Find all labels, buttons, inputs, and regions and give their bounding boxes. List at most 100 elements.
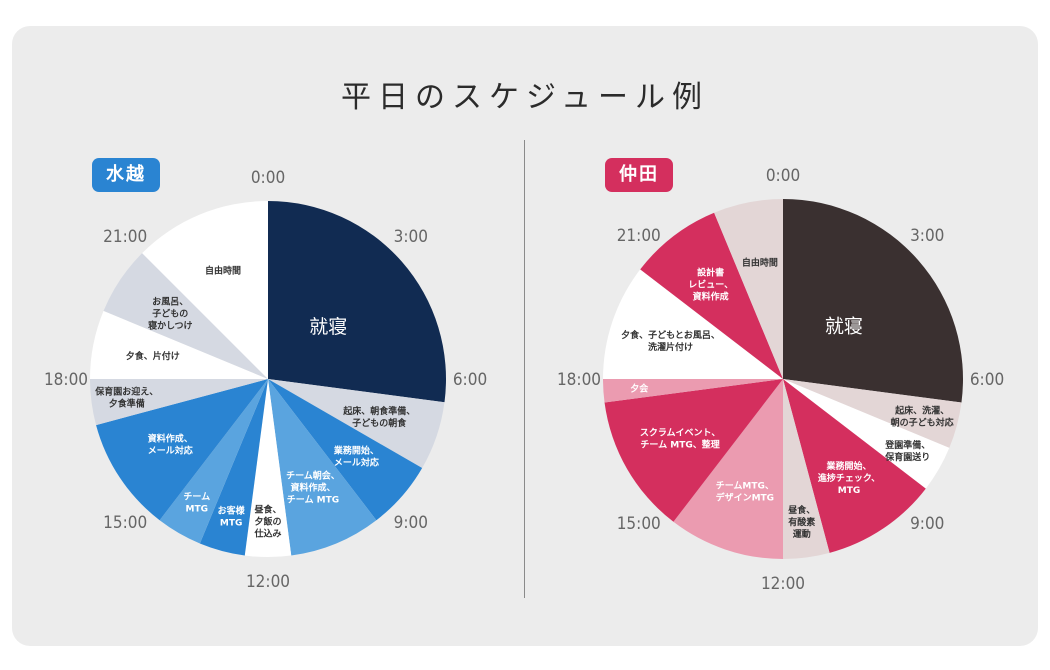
slice-label-nakata-0: 就寝	[825, 316, 863, 338]
clock-tick-mizukoshi-5: 15:00	[103, 513, 147, 533]
clock-tick-nakata-7: 21:00	[617, 226, 661, 246]
pie-slice-mizukoshi-1	[268, 379, 445, 468]
slice-label-mizukoshi-9: 夕食、片付け	[126, 350, 180, 362]
slice-label-line: 洗濯片付け	[648, 341, 693, 353]
slice-label-line: 自由時間	[205, 264, 241, 276]
clock-tick-nakata-2: 6:00	[970, 370, 1004, 390]
pie-slice-mizukoshi-3	[268, 379, 377, 556]
slice-label-line: 昼食、	[254, 503, 281, 515]
clock-tick-nakata-6: 18:00	[557, 370, 601, 390]
slice-label-line: 設計書	[697, 267, 724, 279]
clock-tick-mizukoshi-4: 12:00	[246, 572, 290, 592]
clock-tick-mizukoshi-1: 3:00	[394, 227, 428, 247]
page-title: 平日のスケジュール例	[341, 80, 709, 115]
slice-label-mizukoshi-6: チーム MTG	[183, 491, 210, 514]
slice-label-line: 起床、朝食準備、	[342, 405, 415, 417]
slice-label-line: 業務開始、	[825, 460, 871, 472]
slice-label-nakata-5: チームMTG、デザインMTG	[716, 480, 774, 503]
pie-slice-nakata-10	[714, 199, 783, 379]
pie-slice-mizukoshi-0	[268, 201, 447, 403]
slice-label-line: チーム朝会、	[286, 470, 340, 482]
slice-label-line: スクラムイベント、	[640, 427, 721, 438]
pie-slice-nakata-5	[673, 379, 783, 559]
slice-label-line: 昼食、	[788, 504, 815, 516]
slice-label-nakata-1: 起床、洗濯、朝の子ども対応	[891, 404, 954, 428]
slice-label-line: 子どもの	[152, 308, 188, 320]
pie-slice-mizukoshi-6	[159, 379, 268, 544]
slice-label-line: 運動	[793, 528, 811, 540]
pie-slice-mizukoshi-7	[96, 379, 268, 521]
pie-slice-mizukoshi-4	[244, 379, 292, 558]
clock-tick-mizukoshi-0: 0:00	[251, 168, 285, 188]
pie-slice-nakata-2	[783, 379, 950, 489]
clock-tick-mizukoshi-3: 9:00	[394, 513, 428, 533]
slice-label-line: レビュー、	[688, 279, 733, 291]
slice-label-nakata-8: 夕食、子どもとお風呂、洗濯片付け	[621, 329, 720, 353]
clock-tick-nakata-0: 0:00	[766, 166, 800, 186]
slice-label-mizukoshi-10: お風呂、子どもの寝かしつけ	[148, 297, 192, 332]
pie-chart-mizukoshi: 就寝起床、朝食準備、子どもの朝食業務開始、メール対応チーム朝会、資料作成、チーム…	[44, 168, 487, 592]
slice-label-line: 仕込み	[253, 527, 281, 539]
slice-label-nakata-10: 自由時間	[742, 256, 778, 268]
slice-label-line: チームMTG、	[716, 480, 774, 491]
slice-label-line: 自由時間	[742, 256, 778, 268]
slice-label-line: 保育園送り	[884, 451, 930, 463]
clock-tick-nakata-3: 9:00	[910, 514, 944, 534]
slice-label-mizukoshi-3: チーム朝会、資料作成、チーム MTG	[286, 470, 340, 506]
pie-slice-nakata-1	[783, 379, 962, 448]
slice-label-nakata-7: 夕会	[630, 382, 649, 394]
pie-slice-nakata-9	[640, 212, 783, 379]
slice-label-mizukoshi-4: 昼食、夕飯の仕込み	[253, 503, 281, 539]
slice-label-line: 起床、洗濯、	[894, 404, 949, 416]
clock-tick-mizukoshi-2: 6:00	[453, 370, 487, 390]
pie-slice-nakata-6	[604, 379, 783, 522]
slice-label-nakata-6: スクラムイベント、チーム MTG、整理	[640, 427, 721, 450]
slice-label-mizukoshi-0: 就寝	[309, 316, 347, 338]
slice-label-mizukoshi-5: お客様 MTG	[218, 505, 246, 529]
pie-slice-nakata-3	[783, 379, 926, 553]
slice-label-line: 資料作成、	[290, 482, 335, 494]
slice-label-nakata-9: 設計書レビュー、資料作成	[688, 267, 733, 303]
pie-slice-nakata-8	[603, 269, 783, 379]
slice-label-line: 朝の子ども対応	[891, 416, 954, 428]
slice-label-nakata-3: 業務開始、進捗チェック、 MTG	[818, 460, 880, 496]
slice-label-mizukoshi-7: 資料作成、メール対応	[148, 432, 193, 456]
pie-slice-mizukoshi-5	[199, 379, 268, 556]
pie-slice-mizukoshi-10	[103, 253, 269, 379]
pie-slice-mizukoshi-9	[90, 310, 268, 379]
slice-label-nakata-2: 登園準備、保育園送り	[884, 439, 930, 463]
slice-label-mizukoshi-8: 保育園お迎え、夕食準備	[94, 386, 158, 410]
slice-label-line: MTG	[838, 486, 860, 496]
slice-label-line: チーム	[183, 491, 210, 502]
slice-label-line: 業務開始、	[333, 444, 379, 456]
slice-label-line: 就寝	[309, 316, 347, 338]
slice-label-line: 夕食、子どもとお風呂、	[621, 329, 720, 341]
slice-label-line: 有酸素	[788, 516, 815, 528]
pie-slice-mizukoshi-2	[268, 379, 423, 521]
pie-slice-mizukoshi-8	[90, 379, 268, 426]
slice-label-line: 資料作成、	[148, 432, 193, 444]
clock-tick-mizukoshi-7: 21:00	[103, 227, 147, 247]
center-divider	[524, 140, 525, 598]
pie-slice-nakata-0	[783, 199, 963, 403]
slice-label-line: MTG	[186, 504, 208, 514]
slice-label-line: 夕飯の	[254, 515, 281, 527]
slice-label-mizukoshi-2: 業務開始、メール対応	[333, 444, 379, 468]
slice-label-line: メール対応	[148, 444, 193, 456]
slice-label-line: 登園準備、	[884, 439, 930, 451]
slice-label-line: チーム MTG、整理	[640, 438, 719, 450]
slice-label-line: デザインMTG	[716, 491, 774, 503]
slice-label-mizukoshi-11: 自由時間	[205, 264, 241, 276]
slice-label-line: 子どもの朝食	[352, 417, 407, 429]
name-badge-nakata: 仲田	[605, 158, 673, 192]
slice-label-line: 就寝	[825, 316, 863, 338]
slice-label-line: 資料作成	[693, 291, 729, 303]
clock-tick-nakata-4: 12:00	[761, 574, 805, 594]
clock-tick-mizukoshi-6: 18:00	[44, 370, 88, 390]
pie-slice-mizukoshi-11	[142, 201, 268, 379]
slice-label-line: 保育園お迎え、	[94, 386, 158, 398]
pie-slice-nakata-4	[783, 379, 830, 559]
pie-slice-nakata-7	[603, 379, 783, 403]
